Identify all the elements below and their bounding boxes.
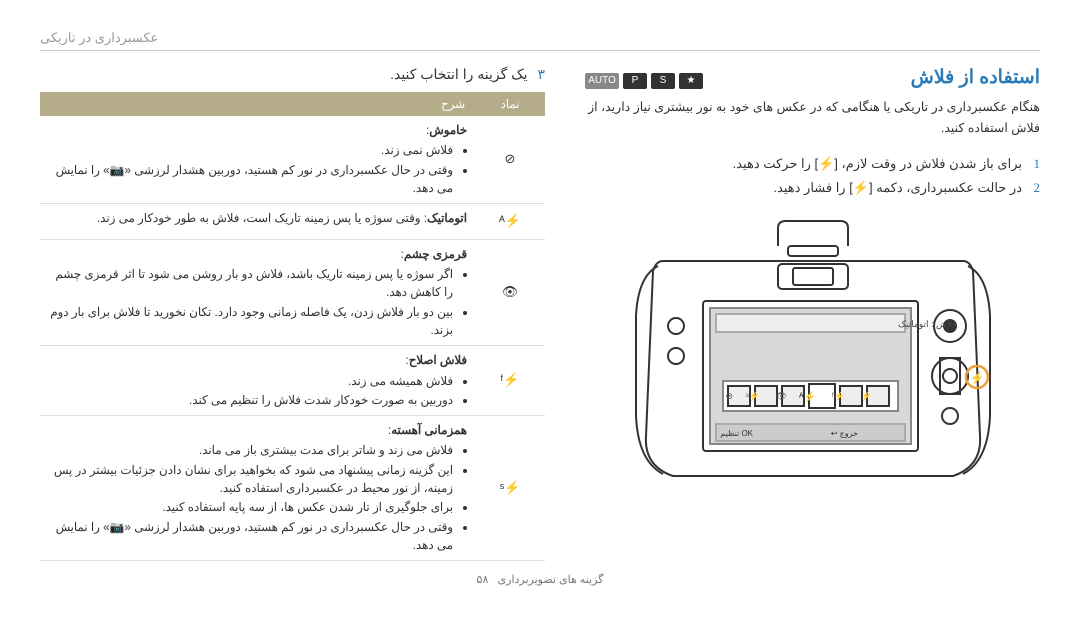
camera-illustration: ⚡ فلاش : اتوماتیک ⊘ ⚡ˢ 👁 ⚡ᴬ ⚡ᶠ ⚡ OK تنظی… [585,216,1040,501]
svg-text:👁: 👁 [775,391,786,401]
table-row: ⚡ᴬاتوماتیک: وقتی سوژه یا پس زمینه تاریک … [40,204,545,240]
th-icon: نماد [475,92,545,116]
page-footer: گزینه های تصویربرداری ۵۸ [40,573,1040,586]
svg-text:⚡ᶠ: ⚡ᶠ [831,390,844,402]
footer-label: گزینه های تصویربرداری [498,574,604,586]
option-desc: قرمزی چشم:اگر سوژه یا پس زمینه تاریک باش… [40,239,475,345]
svg-text:⚡: ⚡ [969,371,984,385]
svg-text:OK تنظیم: OK تنظیم [720,429,753,438]
option-desc: فلاش اصلاح:فلاش همیشه می زند.دوربین به ص… [40,346,475,416]
table-row: ⚡ˢهمزمانی آهسته:فلاش می زند و شاتر برای … [40,416,545,561]
intro-text: هنگام عکسبرداری در تاریکی یا هنگامی که د… [585,97,1040,140]
step-3-text: یک گزینه را انتخاب کنید. [390,66,528,82]
step-2: در حالت عکسبرداری، دکمه [⚡] را فشار دهید… [585,176,1040,201]
option-icon: ⚡ᴬ [475,204,545,240]
option-icon: ⚡ᶠ [475,346,545,416]
page-title: استفاده از فلاش [911,66,1040,89]
option-desc: اتوماتیک: وقتی سوژه یا پس زمینه تاریک اس… [40,204,475,240]
mode-icons: AUTO P S ★ [585,73,703,89]
mode-star-icon: ★ [679,73,703,89]
mode-p-icon: P [623,73,647,89]
table-row: ⊘خاموش:فلاش نمی زند.وقتی در حال عکسبردار… [40,116,545,204]
table-row: ⚡ᶠفلاش اصلاح:فلاش همیشه می زند.دوربین به… [40,346,545,416]
svg-text:⚡: ⚡ [860,390,871,402]
th-desc: شرح [40,92,475,116]
options-table: نماد شرح ⊘خاموش:فلاش نمی زند.وقتی در حال… [40,92,545,561]
option-desc: خاموش:فلاش نمی زند.وقتی در حال عکسبرداری… [40,116,475,204]
option-icon: 👁 [475,239,545,345]
mode-s-icon: S [651,73,675,89]
option-icon: ⊘ [475,116,545,204]
main-columns: استفاده از فلاش AUTO P S ★ هنگام عکسبردا… [40,66,1040,561]
right-column: استفاده از فلاش AUTO P S ★ هنگام عکسبردا… [585,66,1040,561]
steps-list: برای باز شدن فلاش در وقت لازم، [⚡] را حر… [585,152,1040,201]
svg-text:فلاش : اتوماتیک: فلاش : اتوماتیک [898,319,957,330]
step-1: برای باز شدن فلاش در وقت لازم، [⚡] را حر… [585,152,1040,177]
footer-page: ۵۸ [477,574,489,586]
mode-auto-icon: AUTO [585,73,619,89]
left-column: ۳ یک گزینه را انتخاب کنید. نماد شرح ⊘خام… [40,66,545,561]
option-desc: همزمانی آهسته:فلاش می زند و شاتر برای مد… [40,416,475,561]
option-icon: ⚡ˢ [475,416,545,561]
table-row: 👁قرمزی چشم:اگر سوژه یا پس زمینه تاریک با… [40,239,545,345]
svg-text:⚡ᴬ: ⚡ᴬ [798,390,816,403]
step-3: ۳ یک گزینه را انتخاب کنید. [40,66,545,84]
section-header: عکسبرداری در تاریکی [40,30,1040,51]
svg-text:⊘: ⊘ [725,391,733,401]
svg-text:⚡ˢ: ⚡ˢ [745,390,759,402]
svg-text:خروج ↩: خروج ↩ [830,429,857,438]
step-3-number: ۳ [537,68,545,83]
